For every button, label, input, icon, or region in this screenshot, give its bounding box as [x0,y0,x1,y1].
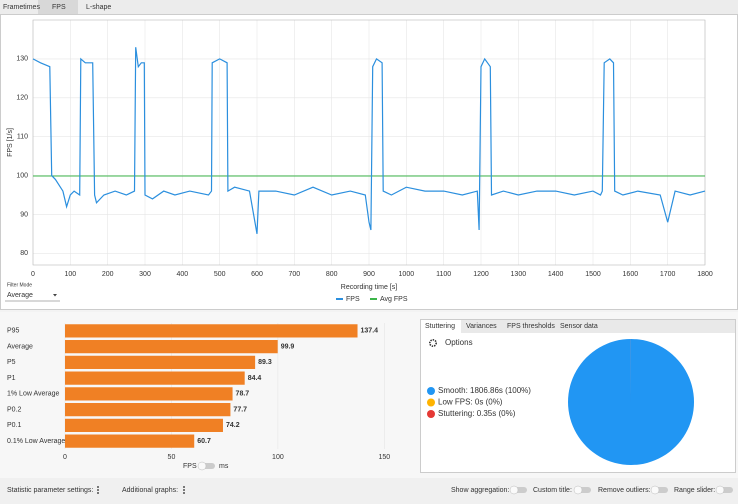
value-label: 74.2 [226,422,240,429]
plot-frame [32,19,706,266]
y-axis-label: FPS [1/s] [7,128,14,157]
x-tick-label: 100 [64,271,76,278]
category-label: P1 [7,375,16,382]
x-tick-label: 500 [214,271,226,278]
y-tick-label: 110 [17,134,28,141]
y-tick-label: 90 [20,211,28,218]
footer-label: Statistic parameter settings: [7,487,93,494]
legend-label: Smooth: 1806.86s (100%) [438,386,531,395]
active-side-tab [421,320,461,333]
footer [0,478,738,504]
bar [65,418,223,432]
x-tick-label: 1500 [585,271,601,278]
x-tick-label: 100 [272,454,284,461]
bar [65,371,245,385]
x-tick-label: 1700 [660,271,676,278]
x-tick-label: 1200 [473,271,489,278]
x-tick-label: 1000 [399,271,415,278]
value-label: 60.7 [197,438,211,445]
side-tab[interactable]: Stuttering [425,323,455,330]
x-tick-label: 1600 [623,271,639,278]
x-tick-label: 900 [363,271,375,278]
x-tick-label: 1400 [548,271,564,278]
category-label: 0.1% Low Average [7,438,65,445]
footer-label: Additional graphs: [122,487,178,494]
toggle-knob [573,485,583,495]
active-tab-bg [38,0,78,14]
y-tick-label: 120 [16,95,28,102]
legend-dot [427,410,435,418]
toggle-knob [197,461,207,471]
bar [65,434,195,448]
value-label: 137.4 [361,328,379,335]
category-label: P5 [7,359,16,366]
x-tick-label: 1800 [697,271,713,278]
tab-bar [0,0,738,14]
x-tick-label: 1100 [436,271,451,278]
x-tick-label: 700 [288,271,300,278]
pie-slice [568,339,695,466]
x-tick-label: 300 [139,271,151,278]
menu-dots[interactable] [97,486,185,494]
footer-toggle-label: Range slider: [674,487,715,494]
toggle-knob [650,485,660,495]
value-label: 78.7 [236,391,250,398]
dropdown-arrow [53,294,57,297]
fps-line [32,47,706,235]
category-label: P0.2 [7,406,22,413]
y-tick-label: 100 [16,172,28,179]
side-tab[interactable]: FPS thresholds [507,323,555,330]
legend-label: Low FPS: 0s (0%) [438,398,503,407]
x-tick-label: 50 [168,454,176,461]
value-label: 89.3 [258,359,272,366]
legend-label: Avg FPS [380,296,408,303]
filter-label: Filter Mode [7,282,32,288]
x-tick-label: 200 [102,271,114,278]
bar [65,355,256,369]
footer-toggle-label: Show aggregation: [451,487,509,494]
x-tick-label: 0 [31,271,35,278]
toggle-knob [509,485,519,495]
footer-toggle-label: Remove outliers: [598,487,651,494]
unit-left: FPS [183,463,197,470]
x-tick-label: 800 [326,271,338,278]
options[interactable]: Options [445,338,473,347]
x-tick-label: 0 [63,454,67,461]
tab[interactable]: L-shape [86,4,111,11]
x-tick-label: 150 [379,454,391,461]
legend-label: Stuttering: 0.35s (0%) [438,409,516,418]
x-tick-label: 600 [251,271,263,278]
category-label: P0.1 [7,422,22,429]
bar [65,403,231,417]
toggle-knob [715,485,725,495]
x-tick-label: 1300 [511,271,527,278]
bar [65,340,278,354]
legend-label: FPS [346,296,360,303]
footer-toggle-label: Custom title: [533,487,572,494]
tab[interactable]: Frametimes [3,4,40,11]
unit-right: ms [219,463,229,470]
y-tick-label: 130 [16,56,28,63]
category-label: 1% Low Average [7,391,60,398]
tab[interactable]: FPS [52,4,66,11]
filter-value[interactable]: Average [7,292,33,299]
gear-icon[interactable] [428,338,437,347]
value-label: 84.4 [248,375,262,382]
bar [65,387,233,401]
x-tick-label: 400 [176,271,188,278]
side-tab[interactable]: Variances [466,323,497,330]
category-label: P95 [7,328,20,335]
legend-dot [427,387,435,395]
bar [65,324,358,338]
category-label: Average [7,343,33,350]
side-tab[interactable]: Sensor data [560,323,598,330]
y-tick-label: 80 [20,250,28,257]
value-label: 99.9 [281,343,295,350]
value-label: 77.7 [233,406,247,413]
legend-dot [427,398,435,407]
x-axis-label: Recording time [s] [341,284,397,291]
